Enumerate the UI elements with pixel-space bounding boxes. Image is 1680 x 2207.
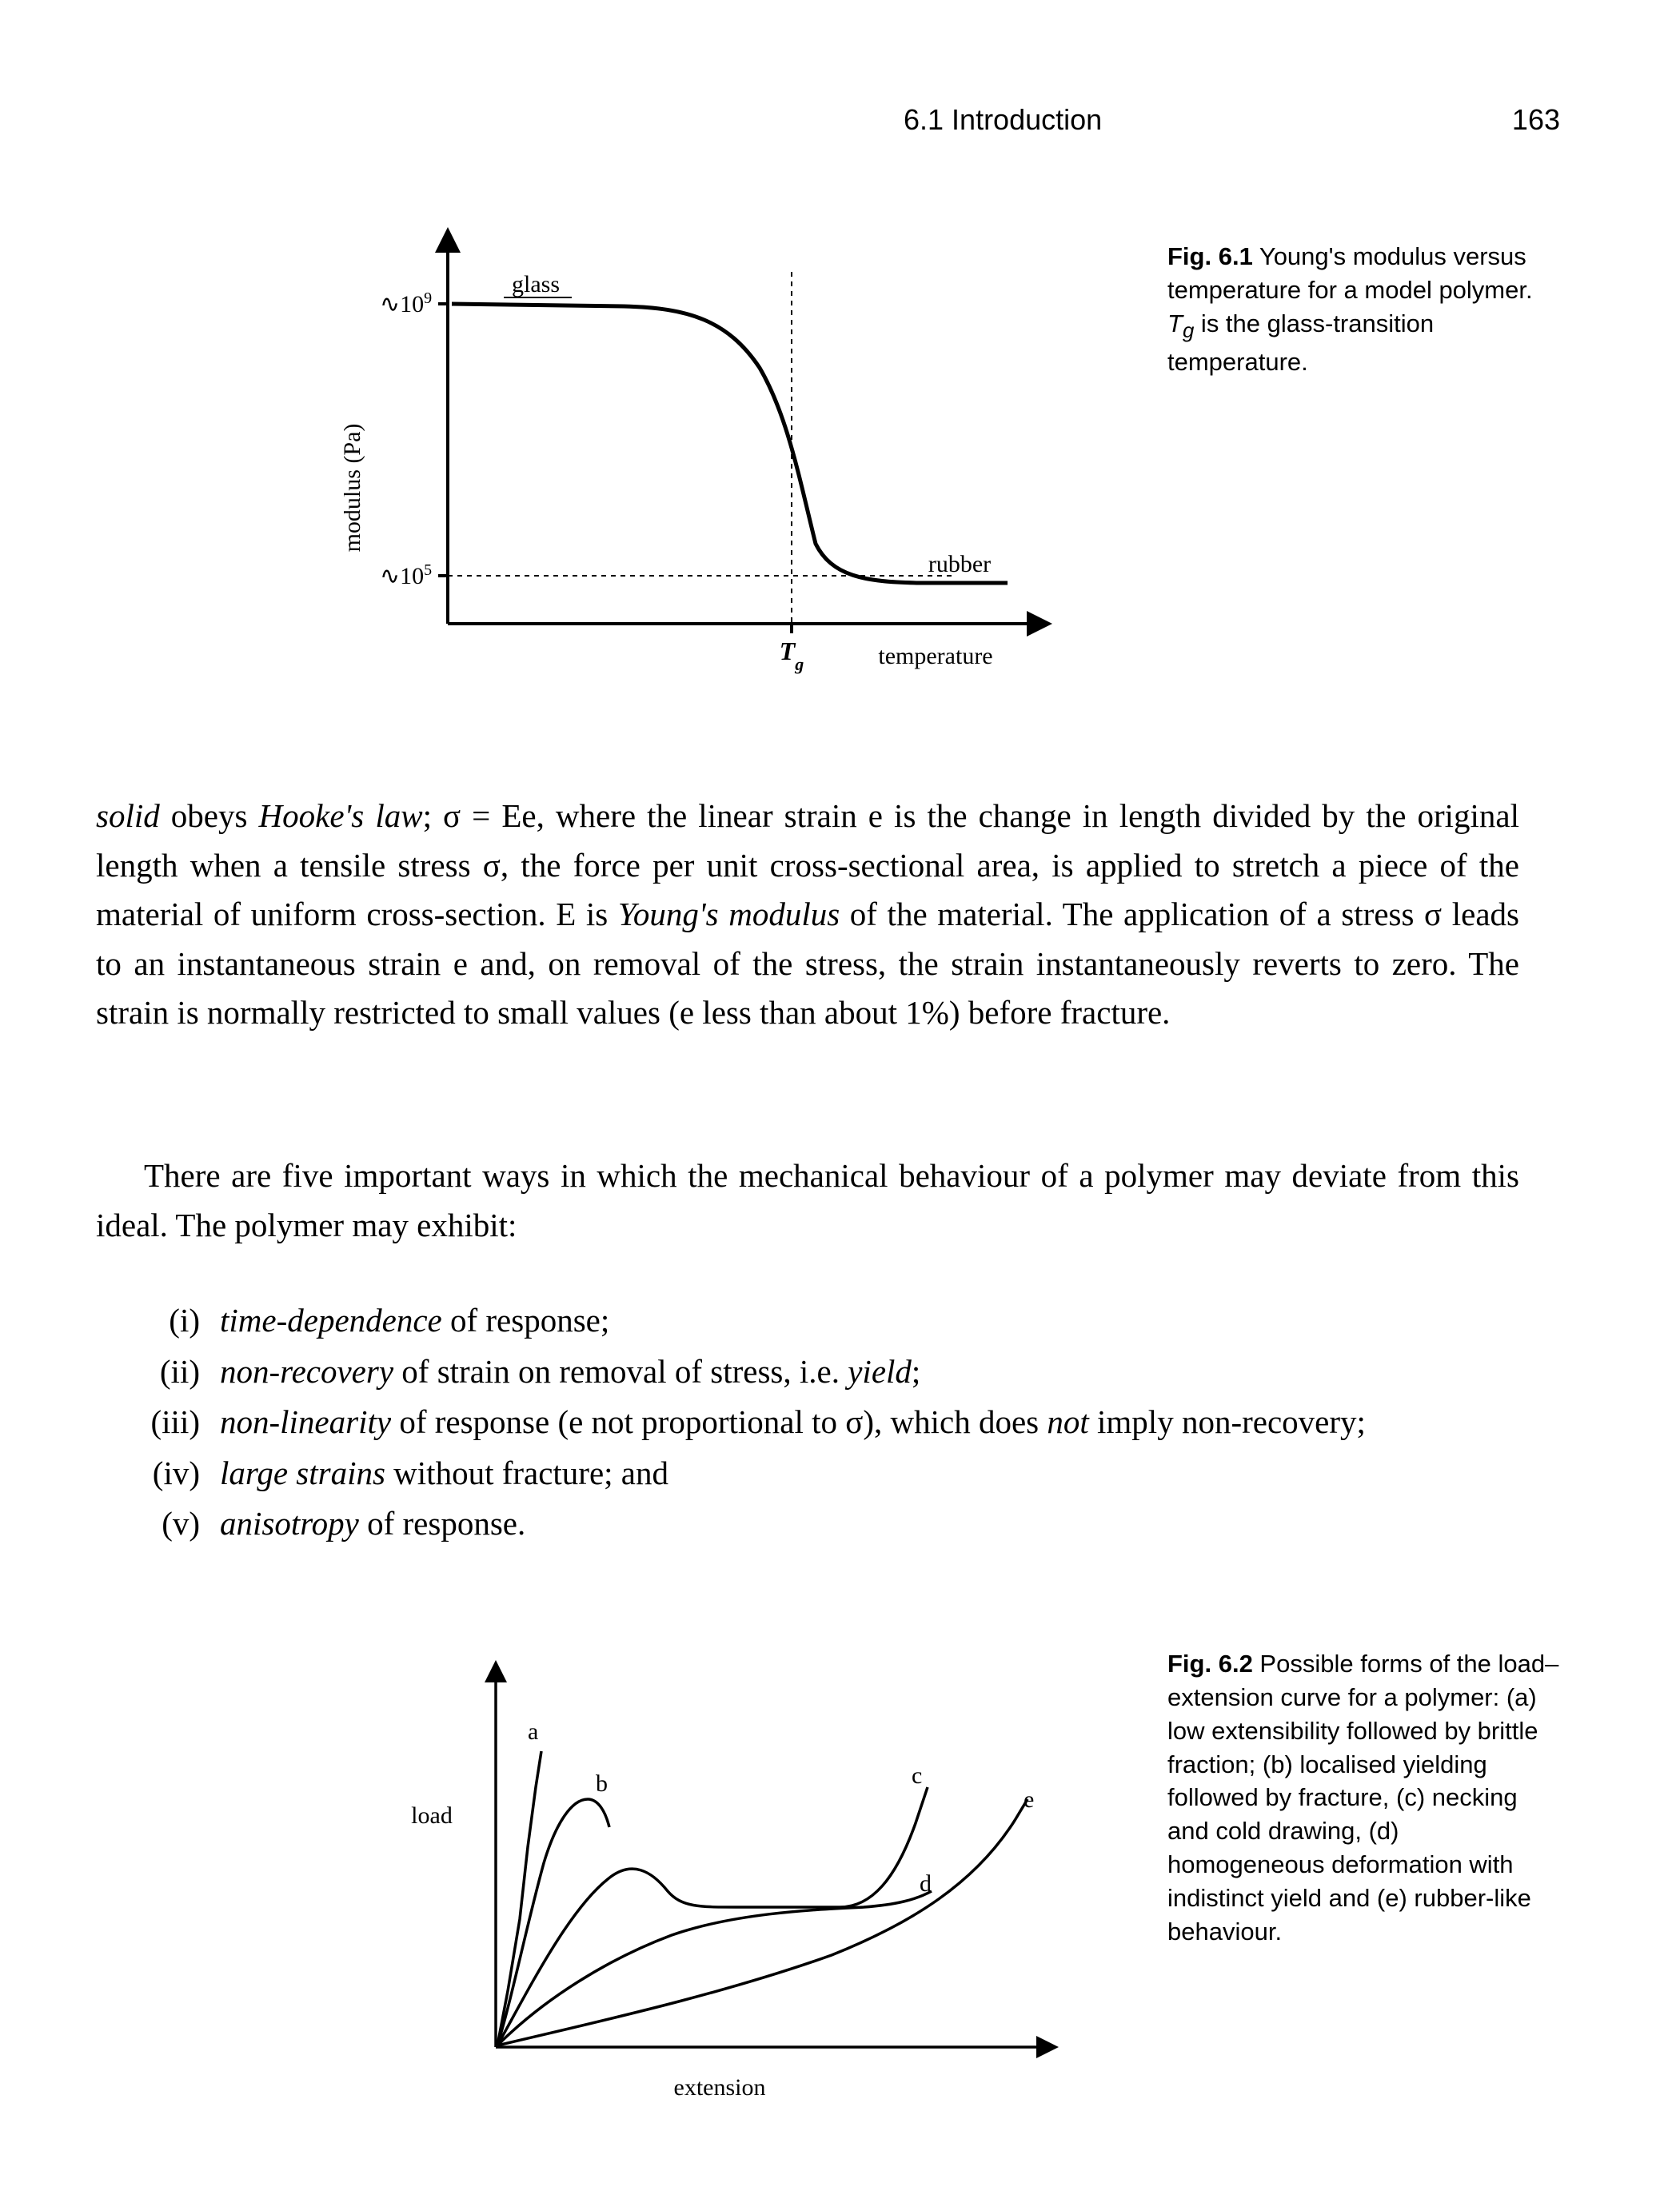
- list-item: (v)anisotropy of response.: [96, 1499, 1519, 1550]
- para1-young: Young's modulus: [618, 896, 840, 932]
- list-item: (ii)non-recovery of strain on removal of…: [96, 1347, 1519, 1398]
- svg-text:a: a: [528, 1718, 538, 1745]
- para1-hooke: Hooke's law: [259, 797, 423, 834]
- list-text: non-linearity of response (e not proport…: [220, 1397, 1519, 1448]
- fig-6-2-chart: a b c d e load extension: [384, 1647, 1079, 2127]
- svg-text:d: d: [920, 1870, 932, 1897]
- list-text: large strains without fracture; and: [220, 1448, 1519, 1499]
- para1-solid: solid: [96, 797, 160, 834]
- svg-text:Tg: Tg: [780, 637, 804, 674]
- svg-text:extension: extension: [674, 2074, 766, 2101]
- svg-text:rubber: rubber: [928, 551, 991, 577]
- fig-6-1-tg-sym: Tg: [1167, 309, 1194, 337]
- fig-6-2-caption-text: Possible forms of the load–extension cur…: [1167, 1650, 1558, 1946]
- list-marker: (ii): [96, 1347, 220, 1398]
- fig-6-2-caption: Fig. 6.2 Possible forms of the load–exte…: [1167, 1647, 1559, 1949]
- list-text: time-dependence of response;: [220, 1295, 1519, 1347]
- paragraph-1: solid obeys Hooke's law; σ = Ee, where t…: [96, 792, 1519, 1038]
- list-item: (i)time-dependence of response;: [96, 1295, 1519, 1347]
- svg-text:load: load: [411, 1802, 453, 1829]
- svg-text:∿109: ∿109: [380, 289, 432, 317]
- list-marker: (v): [96, 1499, 220, 1550]
- page-number: 163: [1512, 101, 1560, 140]
- fig-6-1-caption-text-2: is the glass-transition temperature.: [1167, 309, 1434, 376]
- fig-6-2-label: Fig. 6.2: [1167, 1650, 1253, 1678]
- svg-text:c: c: [912, 1762, 922, 1789]
- list-item: (iii)non-linearity of response (e not pr…: [96, 1397, 1519, 1448]
- svg-text:glass: glass: [512, 271, 560, 297]
- list-marker: (iii): [96, 1397, 220, 1448]
- list-text: non-recovery of strain on removal of str…: [220, 1347, 1519, 1398]
- para1-t1: obeys: [160, 797, 259, 834]
- svg-text:modulus (Pa): modulus (Pa): [344, 424, 365, 553]
- svg-text:∿105: ∿105: [380, 561, 432, 589]
- paragraph-2: There are five important ways in which t…: [96, 1151, 1519, 1250]
- section-heading: 6.1 Introduction: [904, 101, 1102, 140]
- fig-6-1-caption: Fig. 6.1 Young's modulus versus temperat…: [1167, 240, 1551, 379]
- svg-text:temperature: temperature: [878, 643, 992, 669]
- list-item: (iv)large strains without fracture; and: [96, 1448, 1519, 1499]
- svg-text:b: b: [596, 1770, 608, 1797]
- fig-6-1-label: Fig. 6.1: [1167, 242, 1253, 270]
- list-text: anisotropy of response.: [220, 1499, 1519, 1550]
- fig-6-1-chart: ∿109 ∿105 glass rubber modulus (Pa) Tg tempera…: [344, 224, 1071, 712]
- deviation-list: (i)time-dependence of response;(ii)non-r…: [96, 1295, 1519, 1550]
- list-marker: (i): [96, 1295, 220, 1347]
- list-marker: (iv): [96, 1448, 220, 1499]
- svg-text:e: e: [1024, 1786, 1034, 1813]
